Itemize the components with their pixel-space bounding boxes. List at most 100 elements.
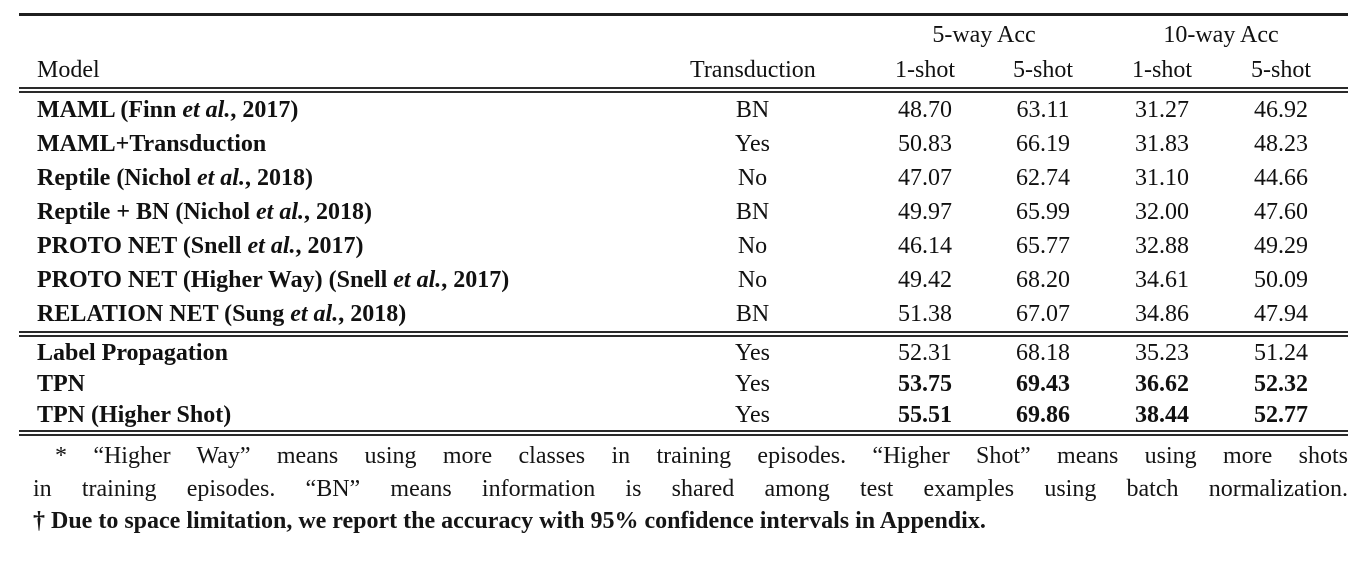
acc-5way-5shot: 68.18 — [1016, 339, 1070, 366]
table-row-reptile: Reptile (Nichol et al., 2018) No 47.07 6… — [19, 161, 1348, 195]
acc-5way-5shot: 66.19 — [1016, 131, 1070, 157]
model-text: RELATION NET (Sung — [37, 301, 291, 327]
model-text: PROTO NET (Snell — [37, 233, 248, 259]
col-group-10way: 10-way Acc — [1163, 21, 1279, 48]
table-row-maml: MAML (Finn et al., 2017) BN 48.70 63.11 … — [19, 93, 1348, 127]
etal-text: et al. — [290, 301, 339, 327]
acc-10way-5shot: 51.24 — [1254, 339, 1308, 366]
transduction-value: BN — [735, 97, 770, 123]
model-name: TPN (Higher Shot) — [19, 403, 690, 427]
acc-10way-5shot: 46.92 — [1254, 97, 1308, 123]
acc-5way-5shot: 68.20 — [1016, 267, 1070, 293]
acc-10way-1shot: 35.23 — [1135, 339, 1189, 366]
model-text: TPN (Higher Shot) — [37, 401, 232, 428]
transduction-value: No — [737, 165, 768, 191]
table-row-protonet: PROTO NET (Snell et al., 2017) No 46.14 … — [19, 229, 1348, 263]
acc-10way-1shot: 38.44 — [1135, 401, 1189, 428]
etal-text: et al. — [182, 97, 231, 123]
acc-10way-5shot: 48.23 — [1254, 131, 1308, 157]
footnote-line-3: † Due to space limitation, we report the… — [33, 508, 986, 534]
transduction-value: No — [737, 233, 768, 259]
model-text: PROTO NET (Higher Way) (Snell — [37, 267, 394, 293]
model-name: Reptile + BN (Nichol et al., 2018) — [37, 199, 372, 225]
transduction-value: BN — [735, 301, 770, 327]
col-group-5way: 5-way Acc — [932, 21, 1036, 48]
acc-10way-5shot: 47.60 — [1254, 199, 1308, 225]
model-name: TPN — [19, 372, 690, 396]
table-row-tpn-higher-shot: TPN (Higher Shot) Yes 55.51 69.86 38.44 … — [19, 399, 1348, 430]
table-row-tpn: TPN Yes 53.75 69.43 36.62 52.32 — [19, 368, 1348, 399]
model-name: MAML (Finn et al., 2017) — [19, 98, 690, 122]
table-row-reptile-bn: Reptile + BN (Nichol et al., 2018) BN 49… — [19, 195, 1348, 229]
col-header-5way-5shot: 5-shot — [1013, 57, 1073, 83]
model-name: Label Propagation — [19, 341, 690, 365]
model-name: PROTO NET (Higher Way) (Snell et al., 20… — [37, 267, 510, 293]
header-separator-rule — [19, 87, 1348, 93]
model-name: MAML+Transduction — [19, 132, 690, 156]
col-header-transduction: Transduction — [690, 57, 816, 83]
acc-10way-5shot: 52.32 — [1254, 370, 1308, 397]
acc-5way-5shot: 69.86 — [1016, 401, 1070, 428]
model-text: Label Propagation — [37, 339, 228, 366]
acc-10way-5shot: 44.66 — [1254, 165, 1308, 191]
model-text: MAML+Transduction — [37, 131, 267, 157]
acc-10way-1shot: 31.27 — [1135, 97, 1189, 123]
transduction-value: Yes — [735, 131, 770, 157]
etal-text: et al. — [393, 267, 442, 293]
acc-5way-1shot: 53.75 — [898, 370, 952, 397]
etal-text: et al. — [247, 233, 296, 259]
transduction-value: Yes — [735, 401, 770, 428]
acc-5way-5shot: 65.99 — [1016, 199, 1070, 225]
acc-10way-1shot: 31.83 — [1135, 131, 1189, 157]
table-row-label-propagation: Label Propagation Yes 52.31 68.18 35.23 … — [19, 337, 1348, 368]
acc-5way-1shot: 51.38 — [898, 301, 952, 327]
table-top-rule — [19, 13, 1348, 16]
table-row-maml-transduction: MAML+Transduction Yes 50.83 66.19 31.83 … — [19, 127, 1348, 161]
acc-10way-1shot: 31.10 — [1135, 165, 1189, 191]
acc-10way-5shot: 52.77 — [1254, 401, 1308, 428]
acc-5way-1shot: 46.14 — [898, 233, 952, 259]
footnote-line-2: in training episodes. “BN” means informa… — [33, 475, 1348, 502]
table-header-row: Model Transduction 1-shot 5-shot 1-shot … — [19, 53, 1348, 87]
acc-10way-1shot: 34.86 — [1135, 301, 1189, 327]
model-text: Reptile (Nichol — [37, 165, 197, 191]
acc-5way-1shot: 48.70 — [898, 97, 952, 123]
acc-5way-5shot: 63.11 — [1016, 97, 1070, 123]
acc-5way-5shot: 62.74 — [1016, 165, 1070, 191]
acc-10way-1shot: 34.61 — [1135, 267, 1189, 293]
transduction-value: Yes — [735, 339, 770, 366]
acc-10way-5shot: 49.29 — [1254, 233, 1308, 259]
col-header-model: Model — [37, 57, 100, 83]
model-name: RELATION NET (Sung et al., 2018) — [37, 301, 407, 327]
transduction-value: Yes — [735, 370, 770, 397]
acc-5way-1shot: 49.97 — [898, 199, 952, 225]
transduction-value: BN — [735, 199, 770, 225]
footnote-line-1: * “Higher Way” means using more classes … — [55, 443, 1348, 469]
acc-5way-1shot: 55.51 — [898, 401, 952, 428]
model-text: TPN — [37, 370, 85, 397]
results-table: 5-way Acc 10-way Acc Model Transduction … — [19, 13, 1348, 436]
acc-10way-1shot: 32.00 — [1135, 199, 1189, 225]
model-text: Reptile + BN (Nichol — [37, 199, 256, 225]
model-name: PROTO NET (Snell et al., 2017) — [37, 233, 364, 259]
col-header-10way-1shot: 1-shot — [1132, 57, 1192, 83]
col-header-10way-5shot: 5-shot — [1251, 57, 1311, 83]
transduction-value: No — [737, 267, 768, 293]
acc-5way-1shot: 49.42 — [898, 267, 952, 293]
acc-10way-5shot: 47.94 — [1254, 301, 1308, 327]
etal-text: et al. — [256, 199, 304, 225]
table-row-relation-net: RELATION NET (Sung et al., 2018) BN 51.3… — [19, 297, 1348, 331]
acc-10way-5shot: 50.09 — [1254, 267, 1308, 293]
section-separator-rule — [19, 331, 1348, 337]
col-header-5way-1shot: 1-shot — [895, 57, 955, 83]
acc-5way-1shot: 52.31 — [898, 339, 952, 366]
model-text: , 2017) — [230, 97, 299, 123]
acc-5way-5shot: 65.77 — [1016, 233, 1070, 259]
table-footnote: * “Higher Way” means using more classes … — [33, 440, 1348, 538]
model-name: Reptile (Nichol et al., 2018) — [37, 165, 313, 191]
etal-text: et al. — [196, 165, 245, 191]
acc-5way-5shot: 69.43 — [1016, 370, 1070, 397]
table-bottom-rule — [19, 430, 1348, 436]
table-row-protonet-higher-way: PROTO NET (Higher Way) (Snell et al., 20… — [19, 263, 1348, 297]
